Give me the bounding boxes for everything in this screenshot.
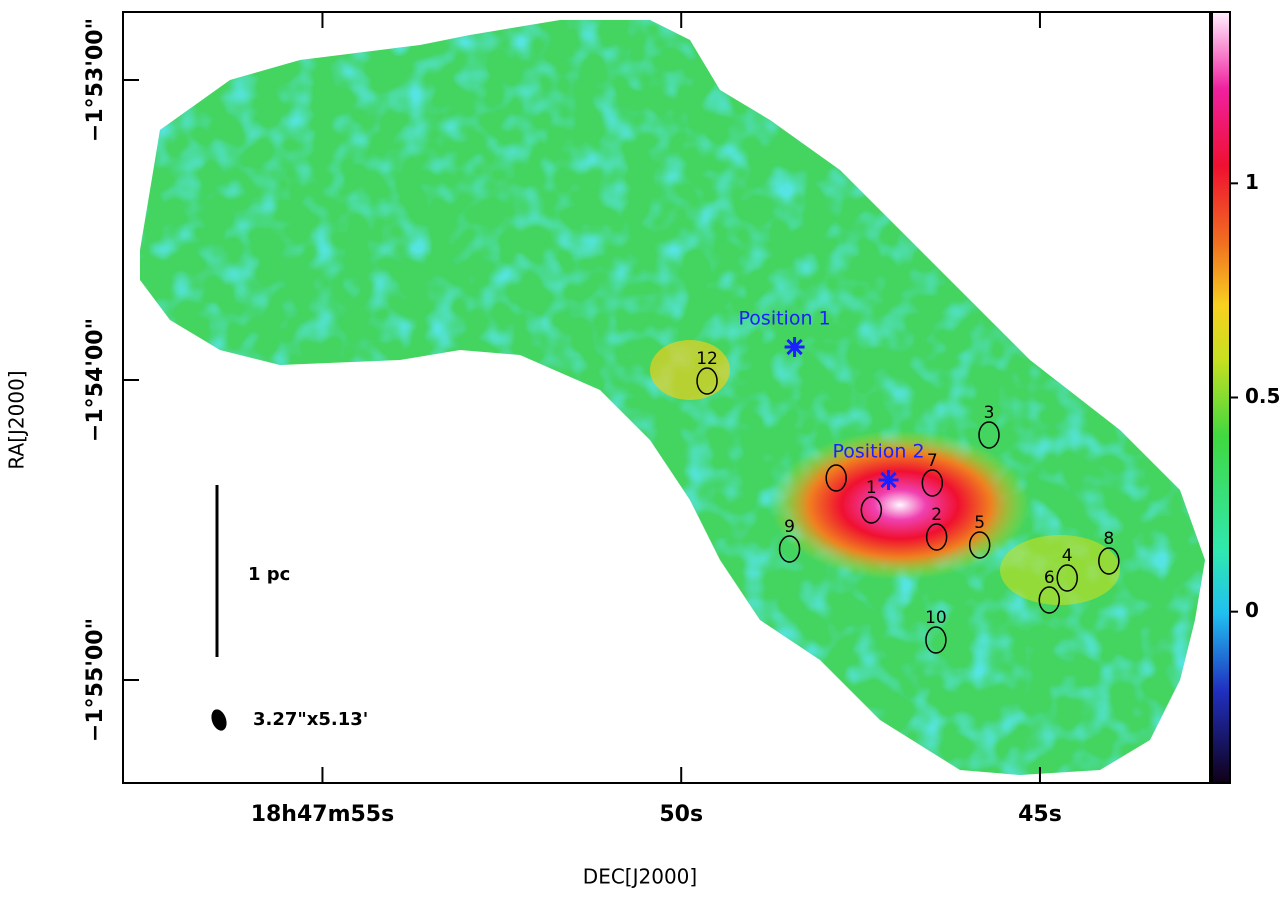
- source-label: 8: [1103, 529, 1114, 549]
- source: [1098, 547, 1120, 575]
- intensity-map: [140, 20, 1205, 775]
- beam: [211, 709, 227, 731]
- source-label: 3: [984, 403, 995, 423]
- colorbar-tick-label: 0: [1245, 598, 1259, 622]
- source-label: 1: [866, 478, 877, 498]
- source-label: 7: [927, 451, 938, 471]
- colorbar: [1211, 11, 1231, 784]
- source-label: 4: [1062, 546, 1073, 566]
- position-label: Position 2: [833, 441, 925, 463]
- colorbar-tick-label: 1: [1245, 170, 1259, 194]
- source: [968, 531, 991, 559]
- source-label: 5: [974, 513, 985, 533]
- source-label: 10: [925, 608, 947, 628]
- source: [921, 469, 944, 497]
- x-tick-label: 18h47m55s: [251, 802, 395, 827]
- colorbar-tick-label: 0.5: [1245, 384, 1280, 408]
- position-label: Position 1: [739, 308, 831, 330]
- source-label: 2: [931, 505, 942, 525]
- source: [925, 626, 947, 654]
- y-tick-label: −1°53'00": [83, 18, 108, 142]
- x-tick-label: 50s: [659, 802, 703, 827]
- source: [778, 535, 801, 563]
- source: [1056, 564, 1078, 592]
- plot-area: 1 pc 3.27"x5.13' DEC[J2000] RA[J2000]: [5, 11, 1231, 889]
- y-axis-label: RA[J2000]: [5, 370, 29, 469]
- x-axis-label: DEC[J2000]: [583, 865, 697, 889]
- y-tick-label: −1°55'00": [83, 618, 108, 742]
- source: [696, 367, 718, 395]
- y-tick-label: −1°54'00": [83, 318, 108, 442]
- source: [860, 496, 883, 524]
- source: [825, 464, 847, 492]
- source-label: 6: [1044, 568, 1055, 588]
- frame: [122, 11, 1211, 784]
- x-tick-label: 45s: [1018, 802, 1062, 827]
- scale-label: 1 pc: [248, 564, 290, 585]
- source-label: 9: [784, 517, 795, 537]
- position-marker: [878, 470, 899, 490]
- source-label: 12: [696, 349, 718, 369]
- source: [1038, 586, 1061, 614]
- source: [978, 421, 1000, 449]
- position-marker: [784, 337, 805, 357]
- beam-label: 3.27"x5.13': [253, 709, 368, 730]
- source: [925, 523, 948, 551]
